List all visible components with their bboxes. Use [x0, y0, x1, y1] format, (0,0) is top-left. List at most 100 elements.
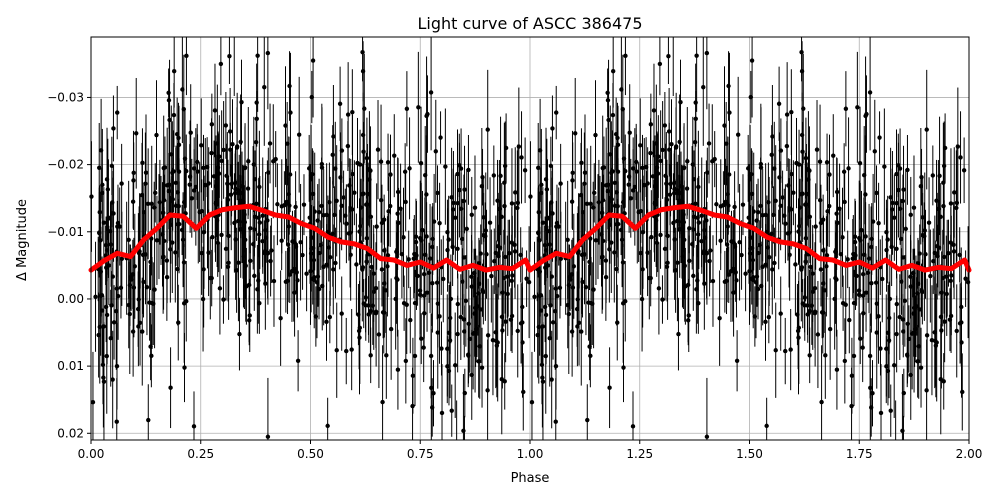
data-point [161, 198, 167, 203]
data-point [553, 363, 559, 369]
data-point [764, 423, 769, 429]
data-point [565, 237, 570, 243]
data-point [522, 168, 528, 173]
data-point [455, 301, 461, 307]
data-point [873, 280, 879, 285]
data-point [189, 196, 194, 201]
data-point [388, 172, 393, 177]
data-point [685, 318, 691, 323]
data-point [515, 205, 520, 211]
data-point [361, 191, 366, 196]
y-axis-label: Δ Magnitude [15, 199, 30, 281]
data-point [824, 253, 830, 258]
data-point [706, 141, 712, 146]
data-point [100, 362, 106, 367]
data-point [548, 163, 554, 169]
data-point [171, 169, 176, 174]
data-point [678, 99, 683, 105]
data-point [518, 252, 523, 258]
data-point [565, 302, 570, 308]
data-point [90, 400, 96, 405]
data-point [108, 335, 113, 341]
data-point [497, 206, 502, 212]
data-point [173, 180, 179, 186]
data-point [254, 116, 259, 122]
data-point [800, 149, 805, 154]
data-point [623, 53, 628, 59]
data-point [375, 147, 381, 152]
data-point [662, 246, 668, 252]
data-point [760, 264, 765, 270]
data-point [93, 294, 98, 299]
data-point [914, 304, 920, 309]
data-point [940, 275, 945, 281]
data-point [691, 273, 696, 279]
data-point [463, 298, 469, 304]
data-point [574, 306, 580, 312]
data-point [519, 155, 524, 160]
data-point [557, 285, 563, 290]
data-point [428, 90, 434, 95]
data-point [550, 126, 555, 131]
data-point [660, 297, 665, 302]
data-point [693, 116, 698, 122]
data-point [708, 248, 713, 253]
data-point [347, 183, 352, 188]
data-point [343, 213, 348, 218]
data-point [325, 423, 330, 429]
data-point [399, 251, 405, 257]
data-point [783, 348, 788, 354]
data-point [752, 314, 758, 319]
data-point [505, 291, 510, 297]
data-point [164, 274, 170, 280]
data-point [640, 230, 646, 235]
data-point [924, 333, 930, 338]
data-point [265, 50, 271, 56]
data-point [851, 353, 857, 359]
data-point [188, 130, 193, 135]
data-point [333, 260, 338, 266]
data-point [687, 226, 692, 231]
data-point [114, 363, 120, 369]
data-point [600, 238, 606, 244]
data-point [718, 238, 723, 243]
data-point [695, 278, 700, 283]
data-point [763, 319, 768, 325]
data-point [219, 158, 224, 164]
data-point [554, 110, 559, 115]
data-point [238, 139, 243, 145]
data-point [449, 195, 454, 200]
data-point [941, 163, 947, 169]
data-point [435, 301, 441, 306]
data-point [926, 220, 932, 225]
data-point [840, 301, 846, 306]
data-point [801, 106, 806, 111]
data-point [788, 347, 793, 352]
data-point [704, 434, 710, 439]
data-point [469, 284, 475, 289]
data-point [615, 320, 620, 325]
data-point [143, 170, 149, 175]
data-point [696, 184, 701, 190]
data-point [309, 94, 315, 100]
data-point [824, 264, 829, 269]
data-point [166, 98, 172, 103]
data-point [789, 109, 794, 115]
data-point [402, 169, 408, 174]
data-point [823, 353, 828, 358]
data-point [677, 139, 682, 145]
data-point [571, 264, 576, 269]
data-point [487, 220, 493, 225]
data-point [627, 130, 632, 135]
data-point [446, 368, 452, 374]
data-point [262, 84, 267, 90]
data-point [143, 181, 148, 186]
data-point [593, 238, 599, 243]
data-point [536, 230, 541, 235]
data-point [445, 230, 450, 235]
data-point [908, 212, 913, 217]
data-point [554, 293, 560, 299]
data-point [603, 274, 609, 280]
data-point [582, 170, 588, 175]
data-point [365, 202, 370, 207]
